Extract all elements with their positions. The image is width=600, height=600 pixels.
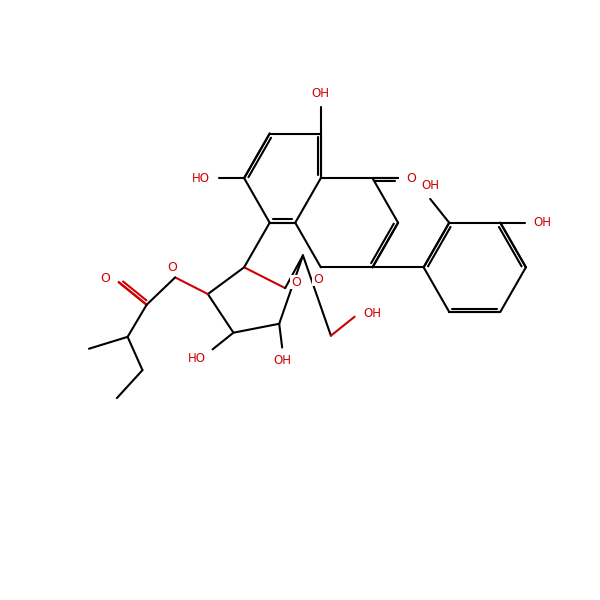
Text: O: O <box>291 275 301 289</box>
Text: O: O <box>167 262 177 274</box>
Text: OH: OH <box>421 179 439 193</box>
Text: HO: HO <box>188 352 206 365</box>
Text: O: O <box>406 172 416 185</box>
Text: HO: HO <box>193 172 211 185</box>
Text: O: O <box>313 272 323 286</box>
Text: OH: OH <box>364 307 382 320</box>
Text: O: O <box>101 272 110 285</box>
Text: OH: OH <box>312 86 330 100</box>
Text: OH: OH <box>533 216 551 229</box>
Text: OH: OH <box>273 354 291 367</box>
